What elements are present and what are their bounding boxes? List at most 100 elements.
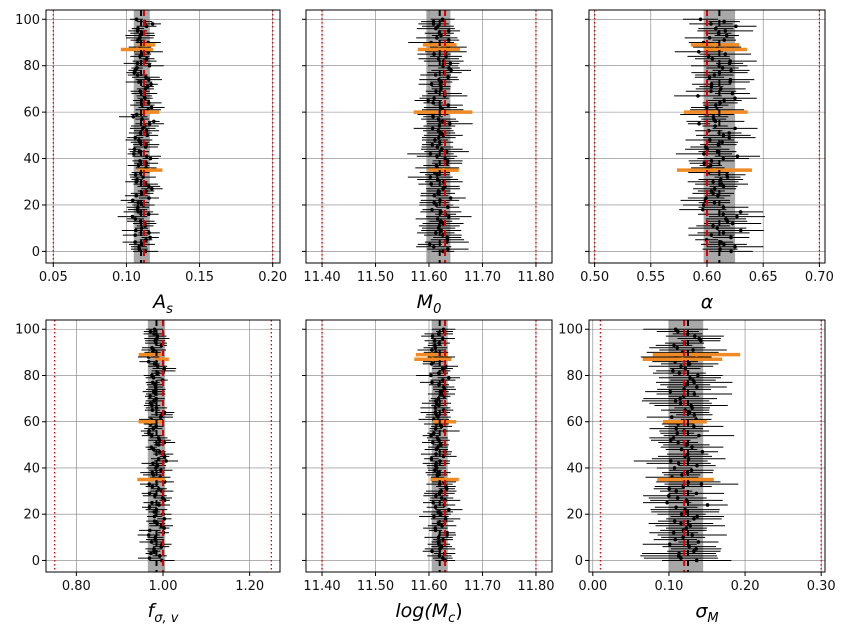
data-point <box>705 105 709 110</box>
data-point <box>435 177 440 182</box>
x-axis-title-main: f <box>148 600 158 622</box>
x-tick-label: 11.70 <box>464 270 501 285</box>
data-point <box>430 126 435 131</box>
data-point <box>146 359 151 364</box>
x-tick-label: 0.20 <box>731 579 760 594</box>
data-point <box>709 22 713 26</box>
data-point <box>727 135 732 140</box>
panel-2: 11.40 11.50 11.60 11.70 11.80 M0 <box>302 9 555 317</box>
data-point <box>436 117 441 121</box>
data-point <box>431 500 435 505</box>
data-point <box>711 224 715 228</box>
data-point <box>730 221 735 226</box>
data-point <box>681 535 685 540</box>
data-point <box>430 334 435 338</box>
data-point <box>147 231 151 235</box>
data-point <box>725 172 729 177</box>
data-point <box>668 438 673 443</box>
x-tick-label: 0.20 <box>258 270 287 285</box>
y-tick-label: 40 <box>23 152 40 167</box>
y-tick-label: 20 <box>23 508 40 523</box>
data-point <box>135 177 139 182</box>
data-point <box>148 156 153 161</box>
data-point <box>713 124 717 128</box>
data-point <box>434 461 439 466</box>
data-point <box>136 163 141 168</box>
data-point <box>147 63 152 68</box>
data-point <box>426 98 431 103</box>
data-point <box>433 426 438 431</box>
data-point <box>439 544 444 549</box>
data-point <box>675 496 680 500</box>
data-point <box>132 147 137 152</box>
data-point <box>718 87 723 91</box>
data-point <box>162 526 166 530</box>
data-point <box>146 77 151 82</box>
data-point <box>135 112 139 117</box>
data-point <box>133 135 138 140</box>
data-point <box>433 410 438 415</box>
x-axis-title-subscript: M <box>707 611 718 626</box>
data-point <box>440 336 445 341</box>
highlight-point <box>723 47 728 52</box>
data-point <box>721 205 726 210</box>
x-tick-label: 11.60 <box>410 270 447 285</box>
data-point <box>145 84 150 89</box>
data-point <box>692 412 697 417</box>
data-point <box>130 214 135 219</box>
data-point <box>135 66 139 70</box>
x-tick-label: 0.70 <box>805 270 834 285</box>
data-point <box>144 142 148 147</box>
data-point <box>721 156 726 161</box>
data-point <box>435 154 439 159</box>
data-point <box>695 385 699 389</box>
x-axis-title: log(Mc) <box>395 600 462 626</box>
data-point <box>678 401 683 406</box>
data-point <box>157 449 162 454</box>
data-point <box>705 503 710 507</box>
data-point <box>134 193 139 198</box>
data-point <box>435 217 440 221</box>
data-point <box>153 535 158 540</box>
y-tick-label: 60 <box>23 106 40 121</box>
data-point <box>433 73 438 77</box>
data-point <box>730 91 735 96</box>
highlight-point <box>430 357 436 362</box>
data-point <box>683 366 688 371</box>
data-point <box>135 61 140 66</box>
data-point <box>139 226 144 230</box>
data-point <box>676 440 680 445</box>
data-point <box>721 231 726 235</box>
data-point <box>690 445 694 449</box>
highlight-point <box>147 109 153 115</box>
y-tick-label: 80 <box>23 59 40 74</box>
x-axis-title-main: M <box>417 291 433 313</box>
y-tick-label: 80 <box>566 369 583 384</box>
data-point <box>146 101 151 105</box>
data-point <box>671 436 676 440</box>
data-point <box>441 249 445 254</box>
data-point <box>152 119 156 124</box>
data-point <box>441 537 445 542</box>
x-tick-label: 11.60 <box>410 579 447 594</box>
data-point <box>696 540 701 544</box>
data-point <box>447 507 451 512</box>
y-tick-label: 40 <box>23 461 40 476</box>
data-point <box>446 38 451 42</box>
data-point <box>147 482 152 486</box>
highlight-point <box>148 477 154 482</box>
data-point <box>704 145 708 149</box>
data-point <box>436 445 440 449</box>
data-point <box>432 339 437 343</box>
data-point <box>135 73 140 77</box>
data-point <box>144 56 149 61</box>
data-point <box>440 389 444 394</box>
data-point <box>446 75 450 80</box>
data-point <box>430 549 434 553</box>
x-axis-title-subscript: σ, v <box>154 611 179 626</box>
data-point <box>147 196 151 200</box>
data-point <box>718 247 722 251</box>
data-point <box>140 117 144 121</box>
data-point <box>149 82 153 87</box>
data-point <box>665 500 669 505</box>
